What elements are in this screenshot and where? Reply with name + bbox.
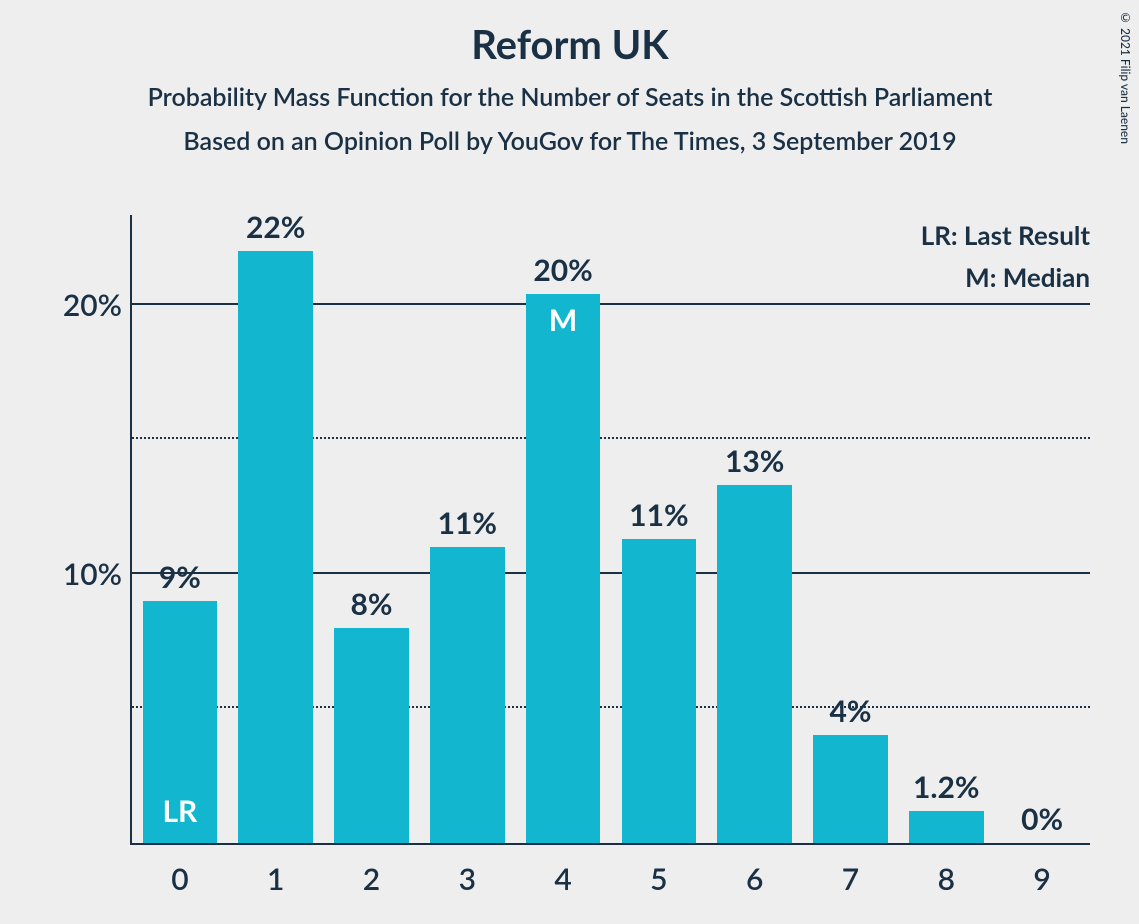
bar-value-label: 9% <box>159 559 201 601</box>
bar-slot: 22%1 <box>228 215 324 843</box>
bar-value-label: 13% <box>725 443 784 485</box>
bar: 20%M <box>526 294 601 843</box>
x-axis-label: 7 <box>842 843 859 897</box>
x-axis-label: 6 <box>746 843 763 897</box>
bar-value-label: 22% <box>246 209 305 251</box>
legend: LR: Last Result M: Median <box>870 219 1090 293</box>
x-axis-label: 4 <box>554 843 571 897</box>
bar-value-label: 20% <box>533 252 592 294</box>
x-axis-label: 0 <box>171 843 188 897</box>
x-axis-label: 3 <box>459 843 476 897</box>
bar-slot: 11%3 <box>419 215 515 843</box>
x-axis-label: 5 <box>650 843 667 897</box>
bar-marker: LR <box>162 793 197 829</box>
bar-value-label: 4% <box>829 693 871 735</box>
bar-marker: M <box>549 302 577 338</box>
legend-m: M: Median <box>870 261 1090 293</box>
bar: 8% <box>334 628 409 843</box>
y-axis-label: 10% <box>63 556 132 592</box>
x-axis-label: 8 <box>938 843 955 897</box>
x-axis-label: 2 <box>363 843 380 897</box>
bar-slot: 13%6 <box>707 215 803 843</box>
bars-group: 9%LR022%18%211%320%M411%513%64%71.2%80%9 <box>132 215 1090 843</box>
bar-slot: 8%2 <box>324 215 420 843</box>
bar-slot: 9%LR0 <box>132 215 228 843</box>
bar-value-label: 1.2% <box>913 769 980 811</box>
chart-container: Reform UK Probability Mass Function for … <box>40 20 1100 900</box>
bar-slot: 1.2%8 <box>898 215 994 843</box>
bar-slot: 4%7 <box>803 215 899 843</box>
bar: 22% <box>238 251 313 843</box>
y-axis-label: 20% <box>63 287 132 323</box>
bar-value-label: 8% <box>350 586 392 628</box>
bar-slot: 20%M4 <box>515 215 611 843</box>
bar: 1.2% <box>909 811 984 843</box>
chart-title: Reform UK <box>40 20 1100 68</box>
chart-subtitle-2: Based on an Opinion Poll by YouGov for T… <box>40 126 1100 156</box>
legend-lr: LR: Last Result <box>870 219 1090 251</box>
bar: 11% <box>430 547 505 843</box>
bar-value-label: 11% <box>438 505 497 547</box>
bar-value-label: 0% <box>1021 801 1063 843</box>
bar-slot: 11%5 <box>611 215 707 843</box>
bar: 11% <box>622 539 697 843</box>
copyright-text: © 2021 Filip van Laenen <box>1118 10 1133 144</box>
x-axis-label: 1 <box>267 843 284 897</box>
chart-subtitle-1: Probability Mass Function for the Number… <box>40 82 1100 112</box>
bar-value-label: 11% <box>629 497 688 539</box>
plot-area: 9%LR022%18%211%320%M411%513%64%71.2%80%9… <box>130 215 1090 845</box>
bar-slot: 0%9 <box>994 215 1090 843</box>
bar: 9%LR <box>143 601 218 843</box>
x-axis-label: 9 <box>1033 843 1050 897</box>
bar: 4% <box>813 735 888 843</box>
bar: 13% <box>717 485 792 843</box>
